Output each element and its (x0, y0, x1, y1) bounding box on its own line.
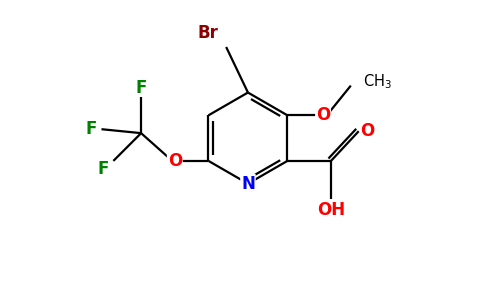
Text: OH: OH (317, 201, 345, 219)
Text: F: F (86, 120, 97, 138)
Text: Br: Br (198, 24, 219, 42)
Text: CH$_3$: CH$_3$ (363, 72, 392, 91)
Text: N: N (241, 175, 255, 193)
Text: F: F (136, 79, 147, 97)
Text: O: O (167, 152, 182, 170)
Text: F: F (98, 160, 109, 178)
Text: O: O (361, 122, 375, 140)
Text: O: O (316, 106, 330, 124)
